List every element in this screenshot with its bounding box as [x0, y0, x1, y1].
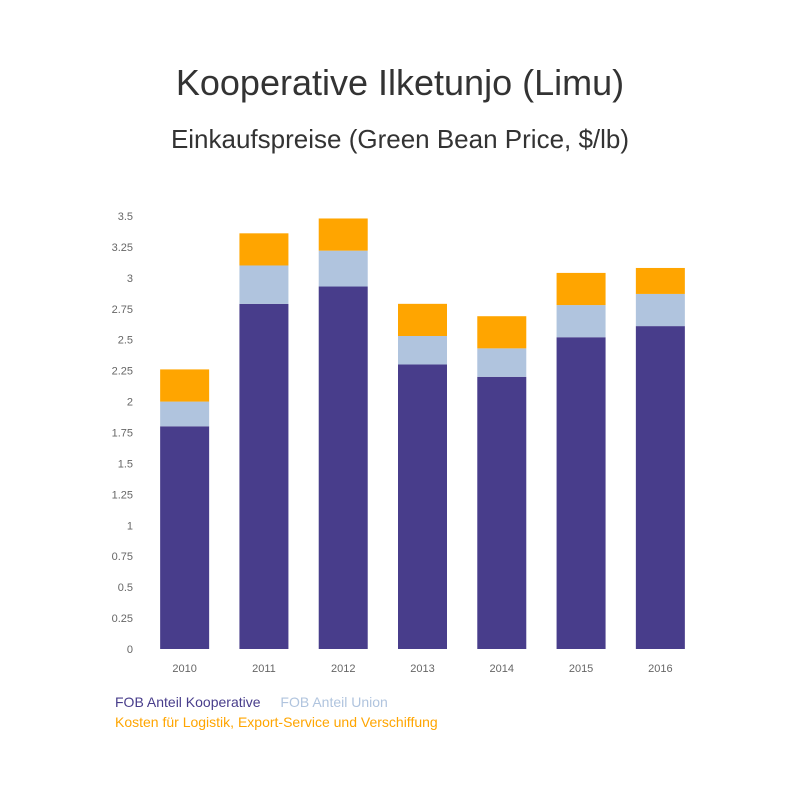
bar-segment-2016-series-2 [635, 267, 685, 294]
y-tick-label: 2.5 [118, 335, 133, 347]
bar-segment-2010-series-1 [160, 401, 210, 427]
stacked-bar-chart: 0 0.25 0.5 0.75 1 1.25 1.5 1.75 2 2.25 2.5 2.75 3 3.2… [112, 211, 685, 675]
chart-subtitle: Einkaufspreise (Green Bean Price, $/lb) [170, 124, 630, 154]
x-tick-label: 2012 [331, 663, 355, 675]
legend-row-1: FOB Anteil Kooperative FOB Anteil Union [115, 692, 454, 712]
bar-segment-2010-series-0 [160, 426, 210, 649]
x-tick-label: 2010 [172, 663, 196, 675]
y-tick-label: 1.5 [118, 458, 133, 470]
y-tick-label: 1 [127, 520, 133, 532]
bar-segment-2012-series-2 [318, 218, 368, 251]
bar-segment-2013-series-0 [398, 364, 447, 649]
bar-segment-2015-series-1 [556, 305, 606, 338]
bar-segment-2011-series-0 [239, 303, 289, 649]
y-tick-label: 1.75 [112, 428, 133, 440]
y-tick-label: 0.5 [118, 582, 133, 594]
legend-item-union: FOB Anteil Union [280, 694, 388, 710]
y-tick-label: 2 [127, 397, 133, 409]
bar-segment-2016-series-0 [635, 326, 685, 649]
y-tick-label: 3.25 [112, 242, 133, 254]
bar-segment-2014-series-1 [477, 348, 527, 377]
y-tick-label: 1.25 [112, 489, 133, 501]
bar-segment-2012-series-0 [318, 286, 368, 649]
x-tick-label: 2015 [569, 663, 593, 675]
y-tick-label: 0 [127, 644, 133, 656]
legend: FOB Anteil Kooperative FOB Anteil Union … [115, 692, 454, 732]
x-tick-label: 2014 [490, 663, 514, 675]
bar-segment-2011-series-2 [239, 233, 289, 266]
legend-row-2: Kosten für Logistik, Export-Service und … [115, 712, 454, 732]
bar-segment-2013-series-1 [398, 336, 447, 365]
x-tick-label: 2013 [410, 663, 434, 675]
bar-segment-2010-series-2 [160, 369, 210, 402]
bar-segment-2015-series-0 [556, 337, 606, 649]
y-tick-label: 3.5 [118, 211, 133, 223]
bar-segment-2016-series-1 [635, 293, 685, 327]
bar-segment-2014-series-2 [477, 316, 527, 349]
bar-segment-2014-series-0 [477, 376, 527, 649]
x-tick-label: 2011 [252, 663, 276, 675]
bar-segment-2011-series-1 [239, 265, 289, 304]
bar-segment-2013-series-2 [398, 303, 447, 337]
legend-item-logistik: Kosten für Logistik, Export-Service und … [115, 714, 438, 730]
legend-item-kooperative: FOB Anteil Kooperative [115, 694, 261, 710]
x-tick-label: 2016 [648, 663, 672, 675]
y-tick-label: 0.75 [112, 551, 133, 563]
y-tick-label: 0.25 [112, 613, 133, 625]
y-tick-label: 3 [127, 273, 133, 285]
y-tick-label: 2.25 [112, 366, 133, 378]
bar-segment-2012-series-1 [318, 250, 368, 287]
y-tick-label: 2.75 [112, 304, 133, 316]
bar-segment-2015-series-2 [556, 272, 606, 306]
chart-title: Kooperative Ilketunjo (Limu) [175, 62, 625, 103]
